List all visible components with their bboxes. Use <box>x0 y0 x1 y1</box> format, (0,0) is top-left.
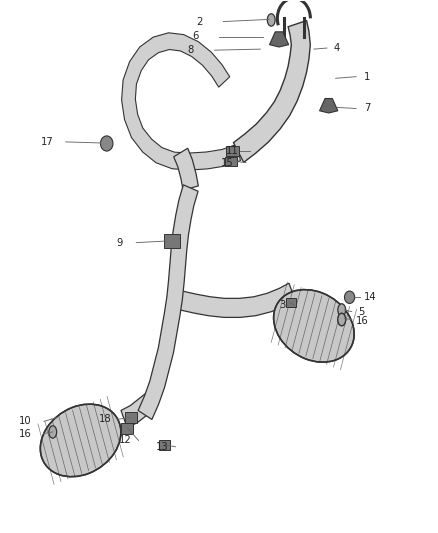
Text: 11: 11 <box>226 146 238 156</box>
Polygon shape <box>320 99 338 113</box>
Ellipse shape <box>338 304 346 316</box>
Polygon shape <box>286 298 296 307</box>
Polygon shape <box>164 234 180 248</box>
Text: 7: 7 <box>364 103 370 114</box>
Text: 13: 13 <box>156 442 169 452</box>
Text: 16: 16 <box>19 429 32 439</box>
Polygon shape <box>138 185 198 419</box>
Text: 10: 10 <box>19 416 32 426</box>
Ellipse shape <box>274 289 354 362</box>
Text: 9: 9 <box>117 238 123 248</box>
Polygon shape <box>174 148 198 190</box>
Ellipse shape <box>267 14 275 26</box>
Text: 17: 17 <box>41 137 53 147</box>
Text: 18: 18 <box>99 414 111 424</box>
Text: 12: 12 <box>119 435 132 446</box>
Circle shape <box>344 291 355 303</box>
Text: 6: 6 <box>192 31 198 41</box>
Polygon shape <box>225 157 237 166</box>
Polygon shape <box>125 413 137 423</box>
Polygon shape <box>120 423 133 433</box>
Text: 14: 14 <box>364 292 377 302</box>
Polygon shape <box>233 21 310 163</box>
Polygon shape <box>269 32 289 47</box>
Polygon shape <box>121 392 156 428</box>
Text: 1: 1 <box>364 71 370 82</box>
Text: 15: 15 <box>221 158 234 167</box>
Ellipse shape <box>49 426 57 438</box>
Polygon shape <box>159 440 170 450</box>
Text: 5: 5 <box>359 306 365 317</box>
Ellipse shape <box>40 404 121 477</box>
Circle shape <box>100 136 113 151</box>
Ellipse shape <box>338 313 346 326</box>
Polygon shape <box>122 33 240 170</box>
Text: 3: 3 <box>279 300 285 310</box>
Text: 4: 4 <box>333 43 339 53</box>
Polygon shape <box>173 283 295 317</box>
Text: 2: 2 <box>196 17 203 27</box>
Ellipse shape <box>338 313 346 326</box>
Text: 8: 8 <box>187 45 194 55</box>
Text: 16: 16 <box>355 316 368 326</box>
Polygon shape <box>226 146 240 156</box>
